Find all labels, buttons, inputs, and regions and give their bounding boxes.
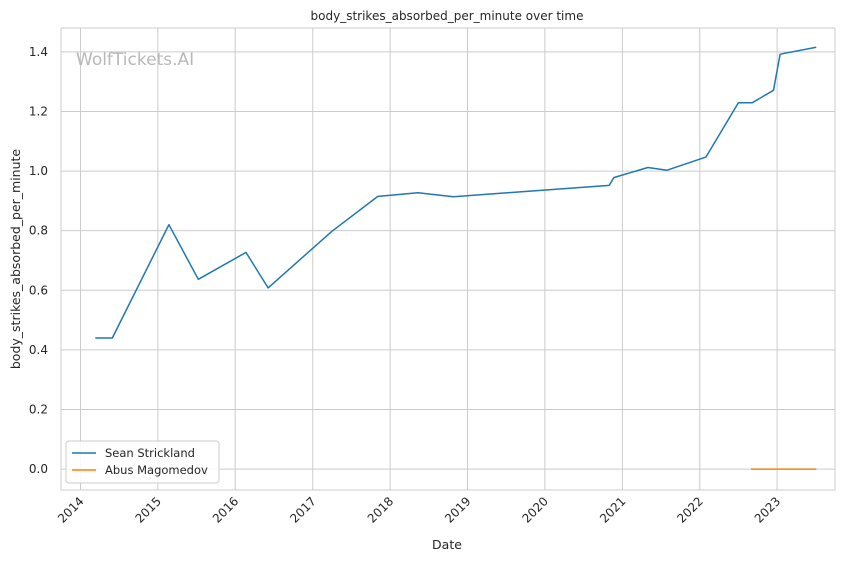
legend-box <box>65 440 220 484</box>
y-tick-label: 0.0 <box>29 462 48 476</box>
y-axis-ticks: 0.0 0.2 0.4 0.6 0.8 1.0 1.2 1.4 <box>29 45 48 476</box>
y-tick-label: 0.2 <box>29 403 48 417</box>
grid <box>61 28 835 490</box>
y-tick-label: 0.4 <box>29 343 48 357</box>
series-lines <box>95 46 817 470</box>
y-tick-label: 1.4 <box>29 45 48 59</box>
legend-label-abus-magomedov: Abus Magomedov <box>105 463 208 477</box>
y-axis-label: body_strikes_absorbed_per_minute <box>8 149 23 370</box>
chart-title: body_strikes_absorbed_per_minute over ti… <box>311 9 584 23</box>
y-tick-label: 1.0 <box>29 164 48 178</box>
legend-label-sean-strickland: Sean Strickland <box>105 446 195 460</box>
y-tick-label: 0.8 <box>29 224 48 238</box>
x-axis-label: Date <box>432 537 462 552</box>
series-line-sean-strickland <box>95 46 817 339</box>
legend: Sean Strickland Abus Magomedov <box>65 440 220 484</box>
y-tick-label: 0.6 <box>29 283 48 297</box>
plot-frame <box>60 27 836 491</box>
y-tick-label: 1.2 <box>29 104 48 118</box>
watermark: WolfTickets.AI <box>76 50 194 70</box>
